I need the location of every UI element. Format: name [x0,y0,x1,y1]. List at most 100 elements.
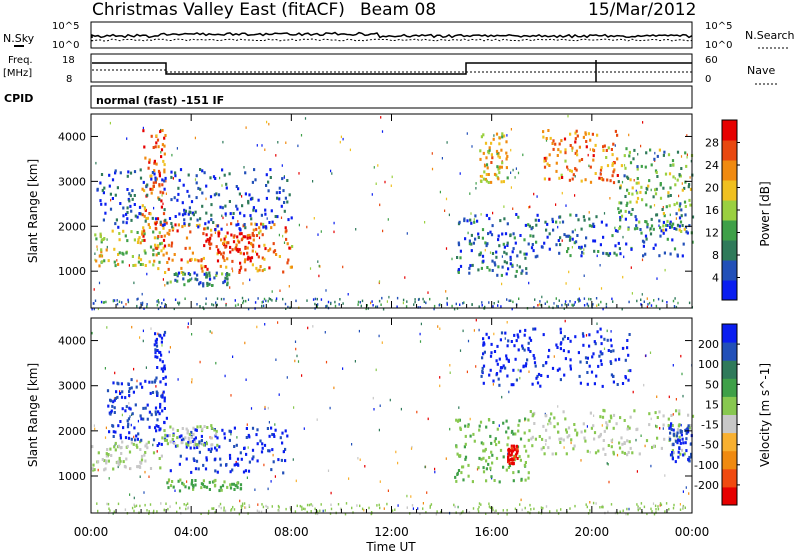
echo-cell [670,428,673,431]
colorbar-tick-label: 12 [705,227,719,240]
echo-cell [491,453,494,457]
echo-cell [200,266,203,270]
echo-cell [569,236,572,240]
noise-cell [211,331,213,335]
echo-cell [218,489,221,493]
echo-cell [592,158,595,162]
echo-cell [145,217,148,220]
echo-cell [518,455,521,459]
ground-cell [463,301,465,304]
ground-cell [610,503,613,506]
colorbar-tick-label: 4 [712,272,719,285]
ground-cell [650,507,652,511]
echo-cell [499,448,503,452]
ground-cell [484,305,486,309]
echo-cell [144,451,147,454]
echo-cell [628,333,631,336]
echo-cell [558,176,561,180]
echo-cell [516,449,519,453]
echo-cell [140,454,144,458]
echo-cell [575,213,578,217]
echo-cell [616,383,619,386]
echo-cell [636,226,639,230]
ground-cell [394,508,396,511]
noise-cell [470,212,472,215]
x-tick-label: 12:00 [374,525,409,539]
echo-cell [566,250,569,253]
echo-cell [523,238,526,242]
echo-cell [235,185,238,188]
echo-cell [131,412,134,416]
echo-cell [619,216,622,219]
y-tick-label: 2000 [58,220,86,233]
echo-cell [679,220,683,224]
echo-cell [103,259,106,263]
echo-cell [228,453,232,457]
echo-cell [163,144,166,148]
echo-cell [177,479,180,483]
echo-cell [180,266,183,270]
noise-cell [439,384,441,388]
ground-cell [622,509,624,512]
ground-cell [506,298,508,301]
echo-cell [666,224,669,227]
echo-cell [614,229,618,233]
noise-cell [255,250,257,254]
echo-cell [608,252,612,256]
ground-cell [102,301,105,304]
echo-cell [173,273,176,276]
echo-cell [101,260,104,264]
echo-cell [210,213,213,217]
echo-cell [163,420,166,424]
echo-cell [527,223,530,227]
ground-cell [306,510,308,514]
echo-cell [457,268,460,271]
echo-cell [133,194,136,197]
echo-cell [599,359,603,363]
echo-cell [205,275,208,279]
echo-cell [545,428,548,432]
echo-cell [224,204,227,208]
echo-cell [267,449,270,453]
echo-cell [669,431,672,435]
echo-cell [157,267,160,271]
echo-cell [148,158,151,162]
echo-cell [565,430,568,434]
noise-cell [646,297,648,300]
echo-cell [290,216,293,220]
echo-cell [181,213,185,217]
echo-cell [680,230,683,233]
echo-cell [490,141,493,145]
echo-cell [662,224,665,228]
echo-cell [191,484,195,487]
noise-cell [263,463,265,467]
echo-cell [477,236,480,239]
echo-cell [491,156,494,160]
echo-cell [457,469,461,472]
echo-cell [609,179,612,183]
echo-cell [91,445,94,449]
echo-cell [605,149,608,152]
echo-cell [117,424,120,428]
echo-cell [247,241,251,245]
echo-cell [455,479,458,483]
echo-cell [172,485,175,489]
echo-cell [188,437,191,441]
echo-cell [535,223,538,227]
echo-cell [575,149,578,153]
ground-cell [375,305,377,309]
echo-cell [146,193,149,197]
ground-cell [269,298,272,301]
echo-cell [494,437,497,441]
echo-cell [482,259,485,263]
colorbar-swatch [722,414,737,434]
noise-cell [129,493,131,496]
echo-cell [481,356,484,360]
echo-cell [484,141,488,145]
colorbar-swatch [722,200,737,221]
echo-cell [691,215,695,219]
ground-cell [157,299,159,302]
noise-cell [656,395,658,398]
echo-cell [626,339,629,342]
echo-cell [162,223,165,227]
